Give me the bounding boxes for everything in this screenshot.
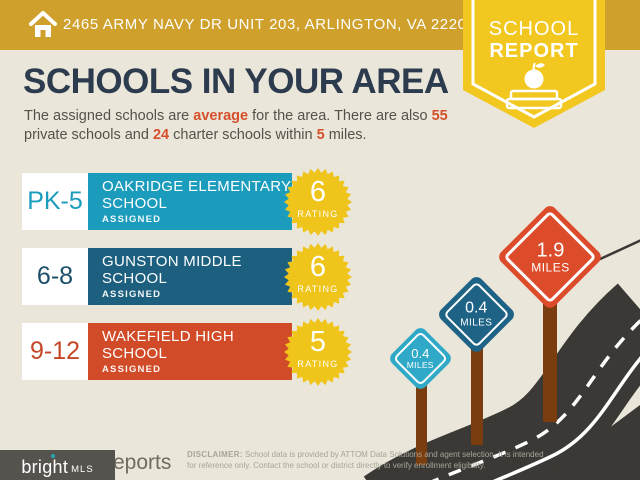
sign-label: 0.4 MILES <box>406 345 435 370</box>
assigned-badge: ASSIGNED <box>102 289 162 300</box>
sign-post-medium <box>471 345 483 445</box>
subtitle: The assigned schools are average for the… <box>24 108 448 143</box>
road-edge-line <box>492 356 640 480</box>
rating-value: 6 <box>309 251 327 283</box>
disclaimer-text: DISCLAIMER: School data is provided by A… <box>187 450 544 470</box>
rating-starburst: 6 RATING <box>284 168 352 236</box>
school-bar: WAKEFIELD HIGH SCHOOL ASSIGNED <box>88 323 292 380</box>
horizon-line <box>597 239 640 262</box>
reports-wordmark: reports <box>106 451 172 474</box>
school-report-ribbon: SCHOOL REPORT <box>463 0 605 128</box>
school-name: WAKEFIELD HIGH SCHOOL <box>102 328 234 362</box>
sign-label: 1.9 MILES <box>530 239 570 275</box>
ribbon-inner-outline <box>471 0 597 119</box>
grade-range-box: 9-12 <box>22 323 88 380</box>
home-icon <box>29 11 57 37</box>
rating-starburst: 6 RATING <box>284 243 352 311</box>
grade-range-box: 6-8 <box>22 248 88 305</box>
page-title: SCHOOLS IN YOUR AREA <box>23 62 449 101</box>
rating-label: RATING <box>297 359 339 369</box>
assigned-badge: ASSIGNED <box>102 214 162 225</box>
rating-starburst: 5 RATING <box>284 318 352 386</box>
school-bar: OAKRIDGE ELEMENTARY SCHOOL ASSIGNED <box>88 173 292 230</box>
school-name: GUNSTON MIDDLE SCHOOL <box>102 253 242 287</box>
sign-post-large <box>543 300 557 422</box>
grade-range-box: PK-5 <box>22 173 88 230</box>
rating-value: 6 <box>309 176 327 208</box>
road-center-dashes <box>431 318 640 480</box>
assigned-badge: ASSIGNED <box>102 364 162 375</box>
school-name: OAKRIDGE ELEMENTARY SCHOOL <box>102 178 292 212</box>
apple-book-icon <box>505 62 563 110</box>
sign-post-small <box>416 385 427 465</box>
brightmls-brand-text: bright <box>21 454 68 476</box>
logo-accent-dot <box>51 454 56 458</box>
rating-label: RATING <box>297 209 339 219</box>
brightmls-logo: bright MLS <box>0 450 115 480</box>
rating-label: RATING <box>297 284 339 294</box>
school-bar: GUNSTON MIDDLE SCHOOL ASSIGNED <box>88 248 292 305</box>
school-row-high: 9-12 WAKEFIELD HIGH SCHOOL ASSIGNED 5 RA… <box>22 318 362 386</box>
ribbon-line2: REPORT <box>489 40 578 62</box>
brightmls-suffix-text: MLS <box>71 464 94 475</box>
ribbon-line1: SCHOOL <box>489 18 579 40</box>
rating-value: 5 <box>309 326 327 358</box>
disclaimer-label: DISCLAIMER: <box>187 450 243 459</box>
school-row-elementary: PK-5 OAKRIDGE ELEMENTARY SCHOOL ASSIGNED… <box>22 168 362 236</box>
property-address: 2465 ARMY NAVY DR UNIT 203, ARLINGTON, V… <box>63 16 476 33</box>
sign-label: 0.4 MILES <box>460 300 493 329</box>
school-row-middle: 6-8 GUNSTON MIDDLE SCHOOL ASSIGNED 6 RAT… <box>22 243 362 311</box>
road-asphalt-corner <box>538 404 640 480</box>
